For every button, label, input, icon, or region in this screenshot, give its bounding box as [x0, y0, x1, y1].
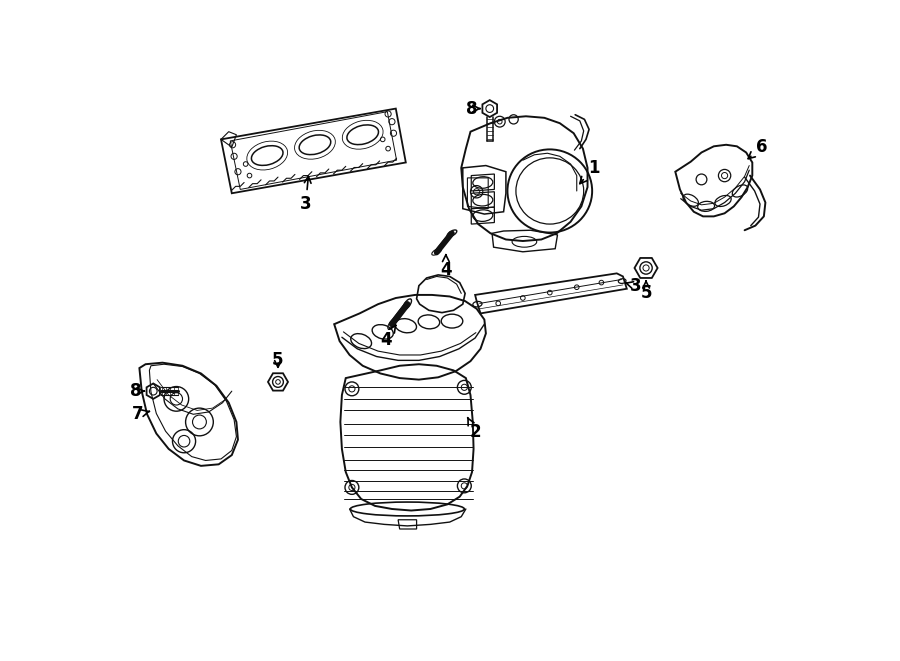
Text: 6: 6: [748, 138, 768, 159]
Text: 3: 3: [626, 277, 641, 295]
Text: 4: 4: [440, 254, 452, 280]
Text: 7: 7: [132, 405, 149, 423]
Text: 8: 8: [130, 382, 144, 400]
Text: 1: 1: [580, 159, 599, 184]
Text: 5: 5: [640, 281, 652, 302]
Text: 8: 8: [465, 100, 480, 118]
Text: 3: 3: [300, 176, 311, 213]
Text: 2: 2: [468, 418, 481, 441]
Text: 5: 5: [272, 352, 284, 369]
Text: 4: 4: [380, 325, 396, 348]
